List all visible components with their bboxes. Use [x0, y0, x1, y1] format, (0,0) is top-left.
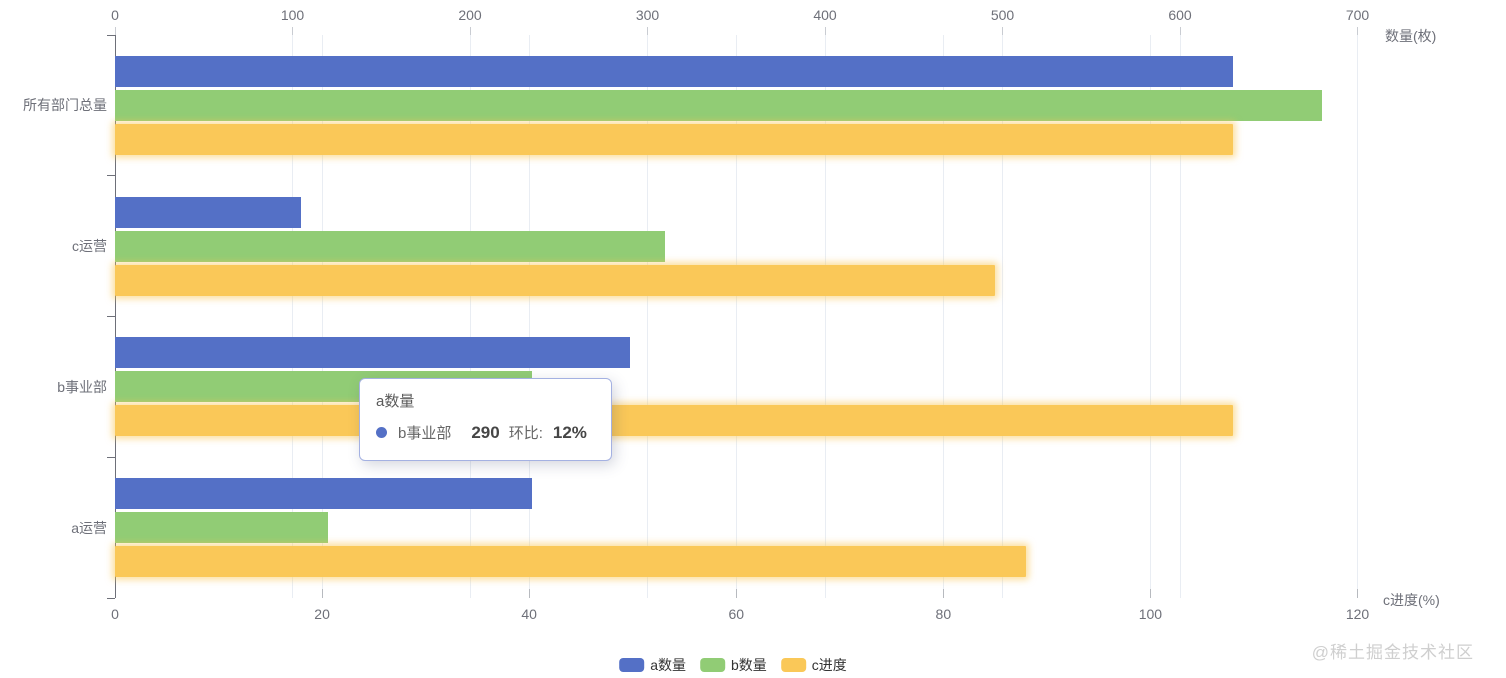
tooltip-title: a数量 [376, 393, 415, 410]
legend-swatch-icon [619, 658, 645, 672]
top-axis-tick [647, 27, 648, 35]
bottom-axis-tick [735, 589, 737, 598]
top-axis-tick [1002, 27, 1003, 35]
tooltip-ratio-label: 环比: [508, 425, 543, 442]
top-axis-tick [292, 27, 293, 35]
legend-label: b数量 [731, 657, 767, 673]
top-axis-name: 数量(枚) [1385, 28, 1437, 44]
tooltip-row: b事业部 290 环比: 12% [376, 422, 595, 443]
gridline-bottom-axis [1149, 35, 1151, 598]
top-axis-tick [824, 27, 826, 35]
gridline-top-axis [292, 35, 293, 598]
bar-c-progress-3[interactable] [115, 546, 1027, 578]
bar-a-quantity-3[interactable] [115, 478, 533, 510]
legend-item-c-progress[interactable]: c进度 [780, 655, 847, 675]
bar-b-quantity-1[interactable] [115, 230, 666, 262]
top-axis-tick-label: 300 [635, 7, 660, 23]
legend-label: c进度 [811, 657, 847, 673]
tooltip-value: 290 [471, 422, 500, 442]
y-axis-tick [107, 34, 115, 36]
watermark: @稀土掘金技术社区 [1311, 643, 1474, 662]
legend-label: a数量 [650, 657, 686, 673]
top-axis-tick [1179, 27, 1181, 35]
y-axis-tick [107, 597, 115, 599]
y-axis-line [115, 35, 116, 598]
top-axis-tick [1357, 27, 1358, 35]
gridline-bottom-axis [735, 35, 737, 598]
top-axis-tick-label: 400 [813, 7, 837, 23]
bottom-axis-name: c进度(%) [1383, 592, 1440, 608]
top-axis-tick [114, 27, 116, 35]
gridline-top-axis [824, 35, 826, 598]
gridline-top-axis [1002, 35, 1003, 598]
y-axis-tick [107, 175, 115, 177]
top-axis-tick-label: 200 [458, 7, 482, 23]
y-axis-category-label: b事业部 [57, 378, 107, 395]
legend-swatch-icon [780, 658, 806, 672]
bar-a-quantity-1[interactable] [115, 196, 302, 228]
bar-a-quantity-2[interactable] [115, 337, 630, 369]
y-axis-category-label: 所有部门总量 [23, 97, 107, 114]
gridline-bottom-axis [321, 35, 323, 598]
bar-b-quantity-0[interactable] [115, 89, 1322, 121]
top-axis-tick-label: 100 [280, 7, 305, 23]
legend-item-b-quantity[interactable]: b数量 [700, 655, 767, 675]
bottom-axis-tick-label: 60 [728, 606, 745, 622]
bottom-axis-tick-label: 40 [521, 606, 537, 622]
top-axis-tick-label: 700 [1345, 7, 1370, 23]
gridline-top-axis [1357, 35, 1358, 598]
tooltip-series-dot-icon [376, 427, 387, 438]
gridline-top-axis [647, 35, 648, 598]
bottom-axis-tick [528, 589, 530, 598]
bottom-axis-tick [321, 589, 323, 598]
bottom-axis-tick [942, 589, 944, 598]
top-axis-tick-label: 600 [1168, 7, 1192, 23]
top-axis-tick [469, 27, 471, 35]
bottom-axis-tick-label: 0 [111, 606, 119, 622]
bottom-axis-tick-label: 100 [1138, 606, 1163, 622]
y-axis-tick [107, 316, 115, 317]
bar-c-progress-1[interactable] [115, 264, 996, 296]
top-axis-tick-label: 0 [111, 7, 119, 23]
bar-b-quantity-3[interactable] [115, 512, 328, 544]
tooltip-ratio-value: 12% [552, 422, 587, 442]
gridline-top-axis [1179, 35, 1181, 598]
bottom-axis-tick-label: 80 [935, 606, 952, 622]
legend-swatch-icon [700, 658, 725, 672]
gridline-bottom-axis [528, 35, 530, 598]
bottom-axis-tick [1357, 589, 1358, 598]
y-axis-category-label: c运营 [72, 238, 107, 255]
top-axis-tick-label: 500 [990, 7, 1015, 23]
y-axis-category-label: a运营 [71, 519, 107, 536]
bar-a-quantity-0[interactable] [115, 55, 1234, 87]
bar-c-progress-0[interactable] [115, 123, 1234, 155]
gridline-bottom-axis [942, 35, 944, 598]
tooltip: a数量 b事业部 290 环比: 12% [359, 378, 612, 461]
bar-c-progress-2[interactable] [115, 405, 1234, 437]
tooltip-category: b事业部 [398, 425, 452, 442]
gridline-top-axis [469, 35, 471, 598]
bottom-axis-tick-label: 120 [1345, 606, 1370, 622]
legend: a数量 b数量 c进度 [612, 655, 854, 675]
bottom-axis-tick-label: 20 [314, 606, 330, 622]
bottom-axis-tick [1149, 589, 1151, 598]
legend-item-a-quantity[interactable]: a数量 [619, 655, 686, 675]
y-axis-tick [107, 456, 115, 458]
